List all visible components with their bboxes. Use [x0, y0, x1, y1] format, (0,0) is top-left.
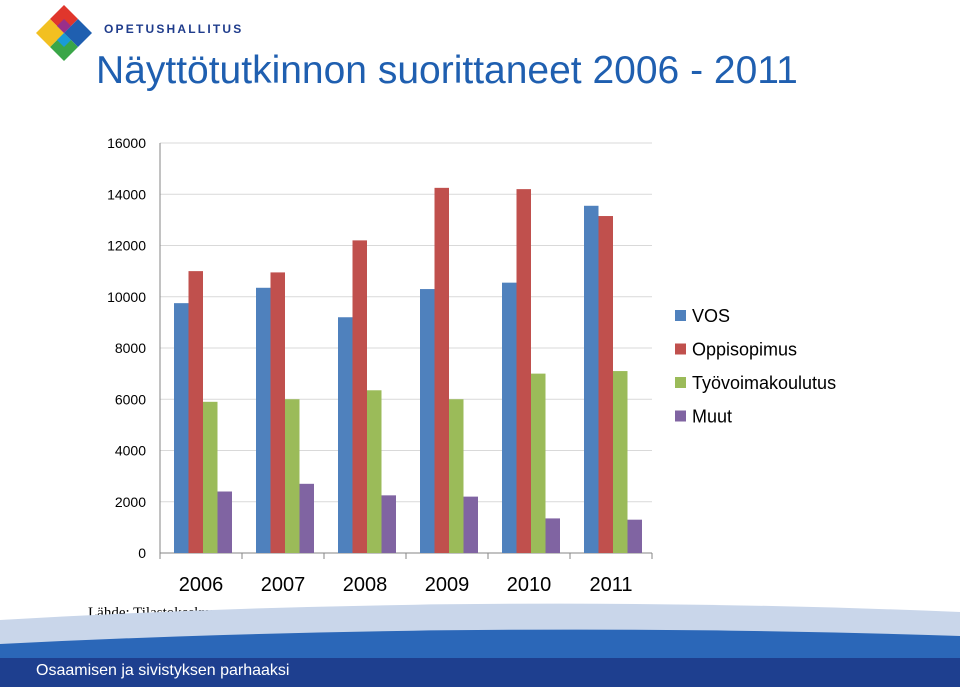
x-tick-label: 2007 — [261, 574, 306, 596]
legend-swatch-oppisopimus — [675, 343, 686, 355]
bar-oppisopimus-2006 — [188, 271, 203, 553]
y-tick-label: 14000 — [107, 186, 146, 202]
x-tick-label: 2006 — [179, 574, 224, 596]
y-tick-label: 2000 — [115, 494, 146, 510]
y-tick-label: 8000 — [115, 340, 146, 356]
bar-muut-2006 — [217, 491, 232, 553]
x-tick-label: 2011 — [589, 574, 632, 596]
bar-työvoimakoulutus-2008 — [367, 390, 382, 553]
bar-oppisopimus-2008 — [352, 240, 367, 553]
bar-muut-2007 — [299, 483, 314, 553]
x-tick-label: 2008 — [343, 574, 388, 596]
bar-vos-2006 — [174, 303, 189, 553]
footer-slogan: Osaamisen ja sivistyksen parhaaksi — [36, 662, 290, 679]
bar-oppisopimus-2010 — [516, 189, 531, 553]
bar-työvoimakoulutus-2009 — [449, 399, 464, 553]
page-title: Näyttötutkinnon suorittaneet 2006 - 2011 — [96, 49, 798, 92]
bar-muut-2011 — [627, 519, 642, 553]
y-tick-label: 0 — [138, 545, 146, 561]
opetushallitus-logo-icon — [36, 5, 92, 61]
bar-oppisopimus-2011 — [598, 216, 613, 553]
bar-vos-2009 — [420, 289, 435, 553]
legend-label: VOS — [692, 306, 730, 326]
bar-työvoimakoulutus-2011 — [613, 371, 628, 553]
legend-label: Muut — [692, 407, 732, 427]
y-tick-label: 4000 — [115, 443, 146, 459]
bar-muut-2009 — [463, 496, 478, 553]
x-tick-label: 2009 — [425, 574, 470, 596]
bar-vos-2010 — [502, 282, 517, 553]
y-tick-label: 12000 — [107, 238, 146, 254]
y-tick-label: 10000 — [107, 289, 146, 305]
bar-muut-2008 — [381, 495, 396, 553]
y-tick-label: 6000 — [115, 391, 146, 407]
legend-swatch-työvoimakoulutus — [675, 377, 686, 388]
legend-swatch-muut — [675, 410, 686, 422]
footer-bar — [0, 603, 960, 687]
bar-vos-2008 — [338, 317, 353, 553]
bar-työvoimakoulutus-2006 — [203, 401, 218, 553]
legend-label: Työvoimakoulutus — [692, 373, 836, 393]
bar-työvoimakoulutus-2010 — [531, 373, 546, 553]
legend-label: Oppisopimus — [692, 340, 797, 360]
bar-oppisopimus-2009 — [434, 187, 449, 553]
org-name: OPETUSHALLITUS — [104, 22, 244, 36]
y-tick-label: 16000 — [107, 135, 146, 151]
legend-swatch-vos — [675, 310, 686, 321]
bar-oppisopimus-2007 — [270, 272, 285, 553]
bar-vos-2007 — [256, 287, 271, 553]
x-tick-label: 2010 — [507, 574, 552, 596]
bar-työvoimakoulutus-2007 — [285, 399, 300, 553]
bar-muut-2010 — [545, 518, 560, 553]
bar-vos-2011 — [584, 205, 599, 553]
